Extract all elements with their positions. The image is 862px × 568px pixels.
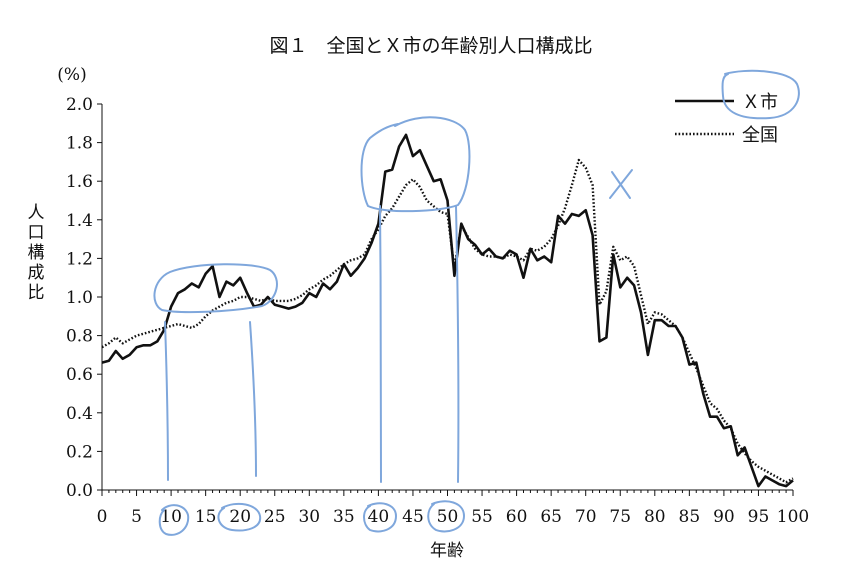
guide-line-20: [249, 321, 257, 477]
x-tick-label: 75: [609, 507, 631, 527]
x-tick-label: 70: [575, 507, 597, 527]
x-tick-label: 35: [333, 507, 355, 527]
x-tick-label: 10: [160, 507, 182, 527]
legend-circle: [721, 69, 800, 120]
x-tick-label: 40: [368, 507, 390, 527]
x-tick-label: 15: [195, 507, 217, 527]
y-tick-label: 0.8: [66, 327, 93, 347]
x-tick-label: 65: [540, 507, 562, 527]
y-tick-label: 1.0: [66, 288, 93, 308]
y-tick-label: 1.4: [66, 211, 93, 231]
y-axis-unit: (%): [57, 65, 86, 85]
legend-label: Ｘ市: [742, 92, 778, 113]
x-tick-label: 50: [437, 507, 459, 527]
y-tick-label: 1.8: [66, 134, 93, 154]
x-tick-label: 45: [402, 507, 424, 527]
circle-ages-40-50: [360, 116, 471, 213]
x-tick-label: 0: [97, 507, 108, 527]
series-layer: [101, 133, 794, 488]
guide-line-10: [164, 321, 169, 481]
y-tick-label: 0.0: [66, 481, 93, 501]
guide-line-50: [455, 205, 460, 483]
y-axis-label-char: 構: [28, 243, 45, 263]
x-axis-label: 年齢: [430, 541, 464, 561]
axes: 0.0 0.2 0.4 0.6 0.8 1.0 1.2 1.4 1.6 1.8 2.0 0 5 10 15 2…: [66, 95, 809, 527]
cross-mark: [609, 169, 633, 199]
x-tick-label: 5: [131, 507, 142, 527]
y-axis-label-char: 人: [28, 203, 45, 223]
x-tick-label: 95: [748, 507, 770, 527]
y-axis-label: 人口構成比: [28, 203, 45, 303]
x-tick-label: 25: [264, 507, 286, 527]
y-tick-label: 2.0: [66, 95, 93, 115]
y-axis-label-char: 比: [28, 283, 45, 303]
legend-label: 全国: [742, 125, 778, 146]
y-tick-label: 0.4: [66, 404, 93, 424]
circle-tick-40: [363, 502, 397, 533]
y-tick-label: 0.6: [66, 365, 93, 385]
x-tick-label: 20: [229, 507, 251, 527]
y-tick-label: 1.2: [66, 249, 93, 269]
x-tick-label: 80: [644, 507, 666, 527]
y-axis-label-char: 口: [28, 223, 45, 243]
x-tick-label: 85: [679, 507, 701, 527]
circle-tick-10: [158, 504, 190, 536]
guide-line-40: [379, 205, 382, 483]
x-tick-label: 90: [713, 507, 735, 527]
series-line: [101, 133, 794, 488]
x-tick-label: 60: [506, 507, 528, 527]
handwritten-annotations: [153, 69, 800, 536]
circle-ages-10-20: [153, 263, 278, 314]
y-tick-label: 1.6: [66, 172, 93, 192]
circle-tick-50: [427, 500, 465, 533]
y-axis-label-char: 成: [28, 263, 45, 283]
circle-tick-20: [217, 502, 262, 532]
chart-title: 図１ 全国とＸ市の年齢別人口構成比: [269, 35, 592, 57]
x-tick-label: 100: [777, 507, 809, 527]
y-tick-label: 0.2: [66, 442, 93, 462]
x-tick-label: 55: [471, 507, 493, 527]
x-tick-label: 30: [298, 507, 320, 527]
